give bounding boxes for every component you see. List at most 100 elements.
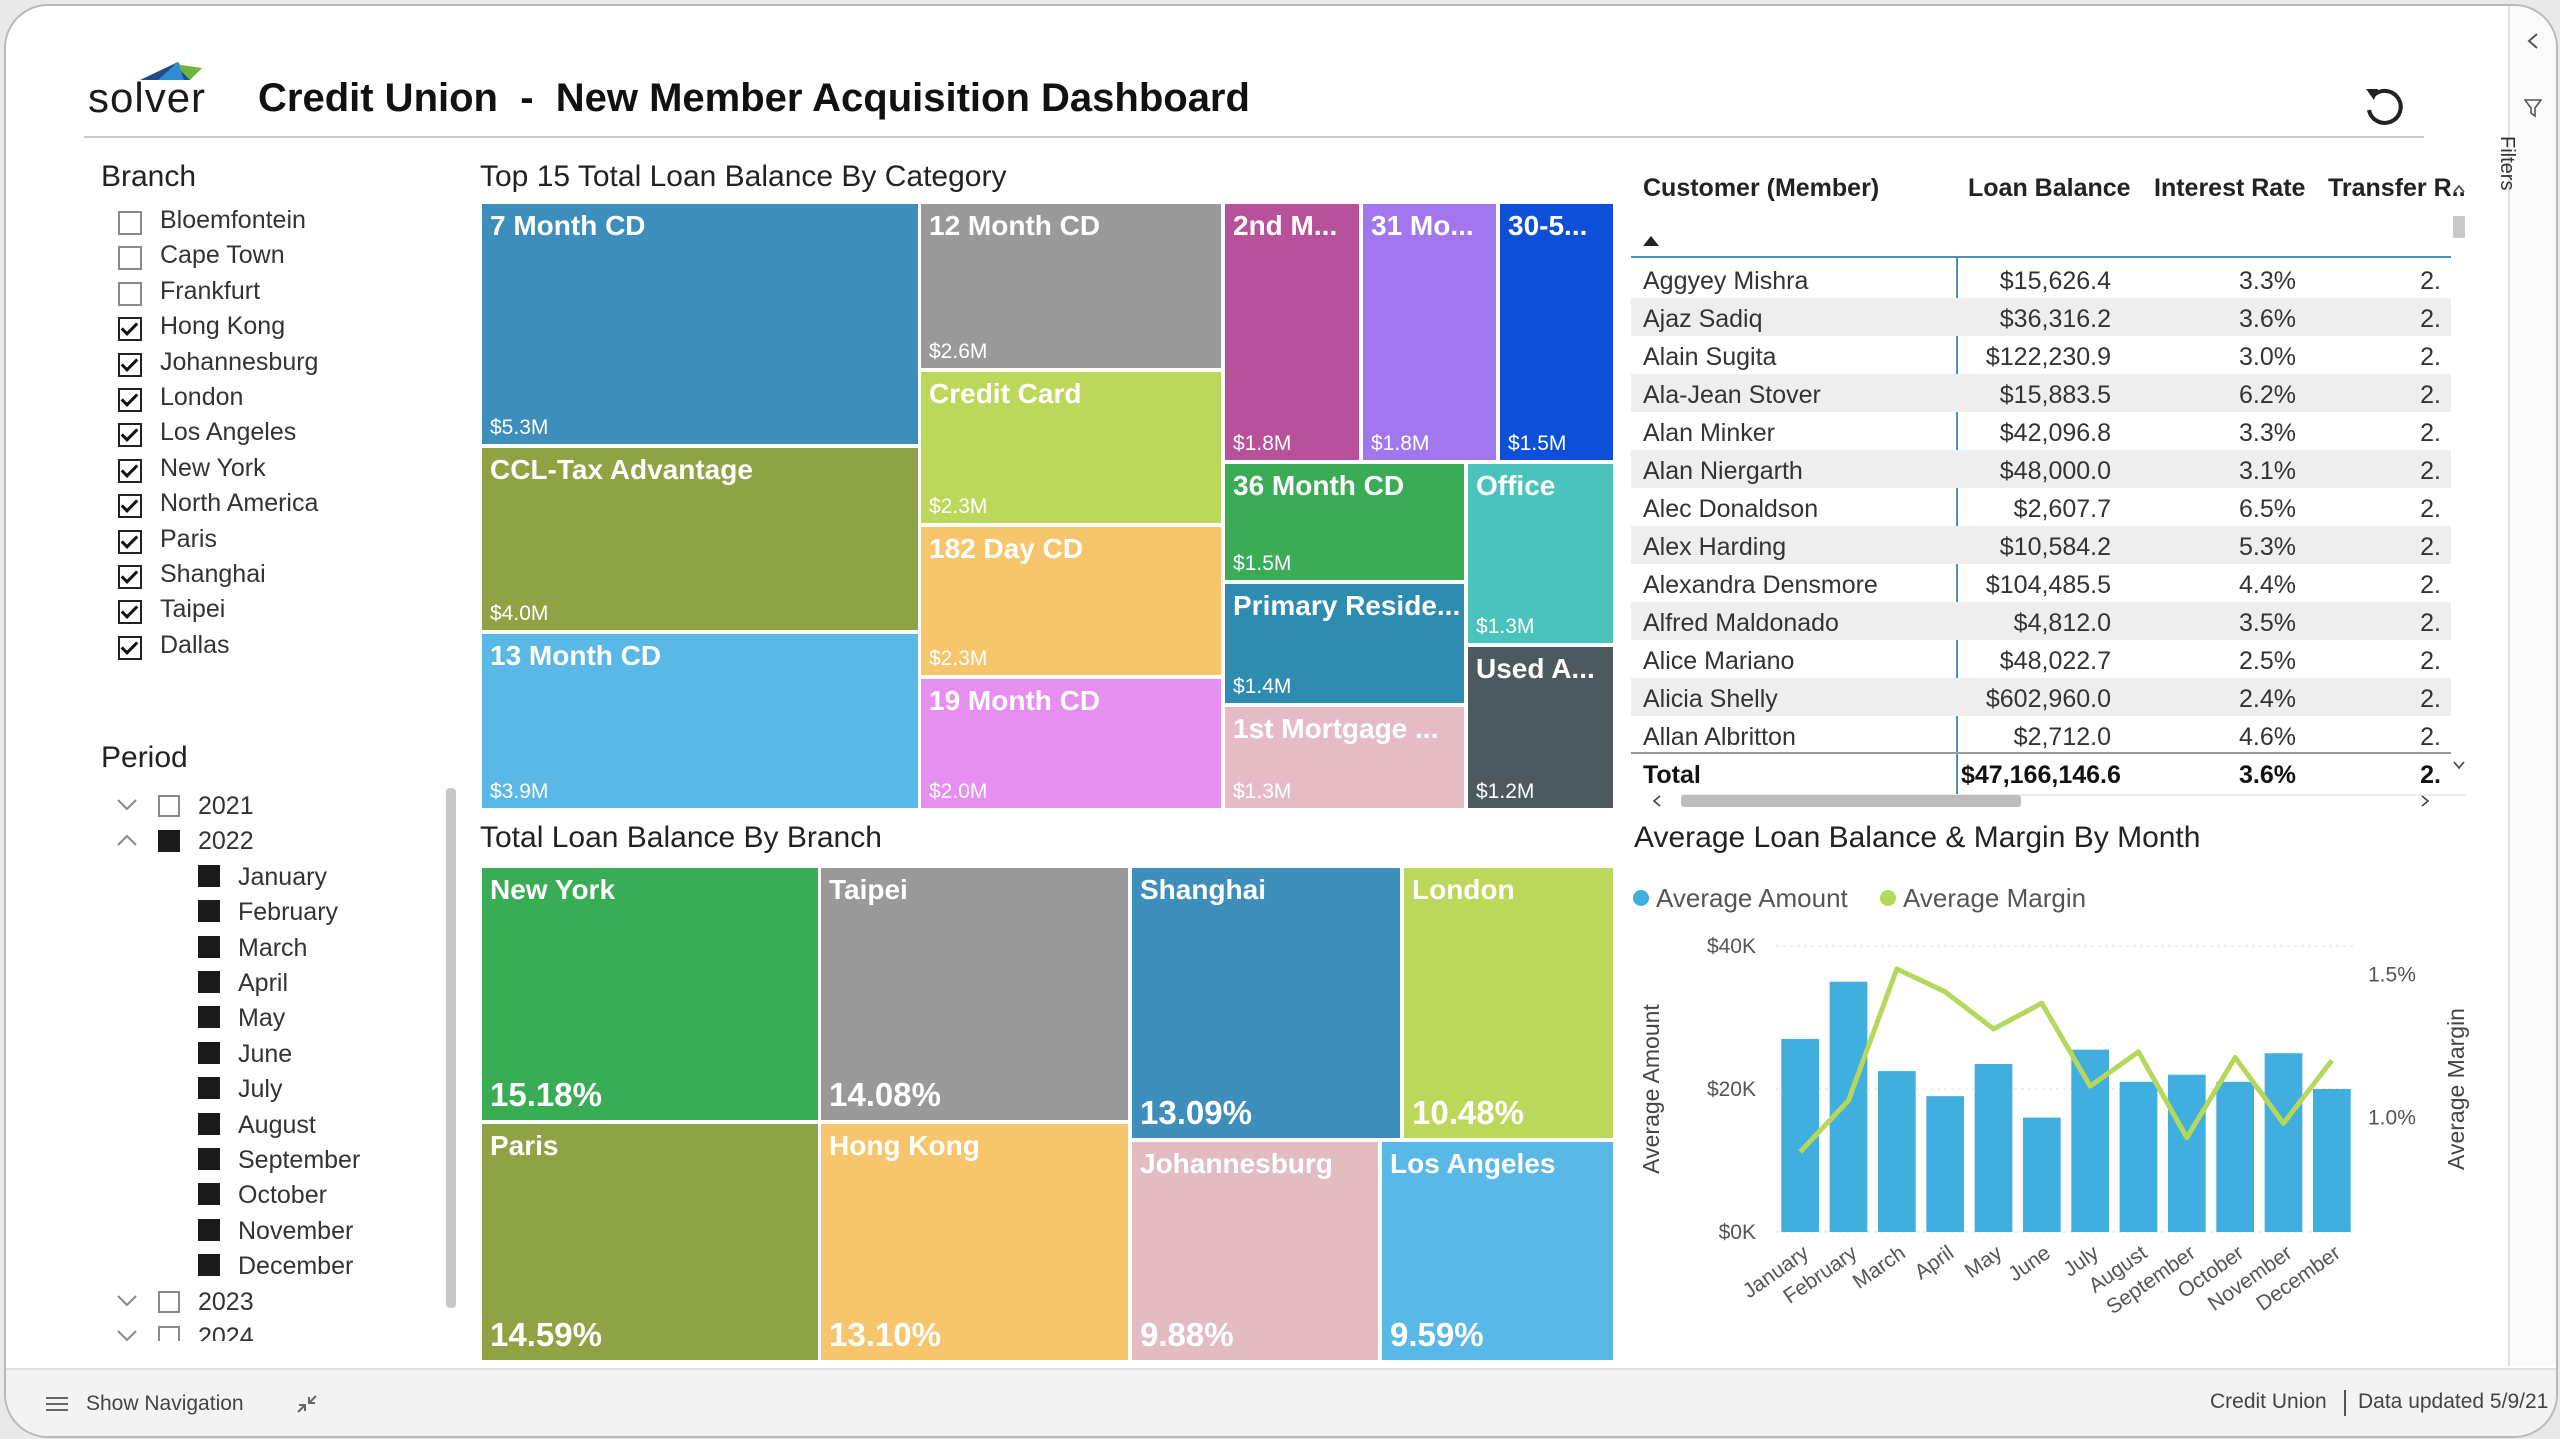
year-checkbox[interactable] [158, 795, 180, 817]
branch-option-label[interactable]: New York [160, 453, 266, 482]
bar-average-amount[interactable] [2022, 1117, 2061, 1232]
chevron-down-icon[interactable] [116, 798, 138, 812]
month-option-label[interactable]: September [238, 1146, 361, 1174]
bar-average-amount[interactable] [1829, 981, 1868, 1232]
category-tile[interactable]: 30-5... $1.5M [1498, 202, 1615, 462]
category-treemap[interactable]: 7 Month CD $5.3M 12 Month CD $2.6M 2nd M... $… [480, 202, 1615, 810]
month-checkbox[interactable] [198, 1041, 220, 1064]
month-checkbox[interactable] [198, 1183, 220, 1206]
bar-average-amount[interactable] [2312, 1089, 2351, 1232]
year-option-label[interactable]: 2024 [198, 1323, 254, 1341]
bar-average-amount[interactable] [2216, 1081, 2255, 1232]
scroll-right-icon[interactable] [2419, 794, 2431, 808]
branch-checkbox[interactable] [118, 281, 142, 306]
category-tile[interactable]: 36 Month CD $1.5M [1223, 462, 1466, 582]
category-tile[interactable]: Credit Card $2.3M [919, 370, 1223, 525]
branch-tile[interactable]: Los Angeles 9.59% [1380, 1140, 1615, 1362]
table-row[interactable]: Allan Albritton $2,712.0 4.6% 2. [1631, 716, 2451, 754]
month-option-label[interactable]: August [238, 1110, 316, 1139]
branch-option-label[interactable]: Los Angeles [160, 418, 297, 447]
sort-ascending-icon[interactable] [1643, 236, 1659, 246]
branch-tile[interactable]: Taipei 14.08% [819, 866, 1130, 1122]
collapse-chevron-icon[interactable] [2526, 32, 2540, 50]
table-row[interactable]: Aggyey Mishra $15,626.4 3.3% 2. [1631, 260, 2451, 298]
table-row[interactable]: Alicia Shelly $602,960.0 2.4% 2. [1631, 678, 2451, 716]
year-option-label[interactable]: 2022 [198, 827, 254, 856]
branch-option-label[interactable]: North America [160, 489, 319, 518]
scroll-up-icon[interactable] [2453, 184, 2465, 194]
bar-average-amount[interactable] [1877, 1071, 1916, 1232]
period-scrollbar[interactable] [446, 788, 456, 1308]
year-checkbox[interactable] [158, 1290, 180, 1313]
branch-slicer[interactable]: Bloemfontein Cape Town Frankfurt Hong Kong J… [116, 206, 416, 676]
table-row[interactable]: Ala-Jean Stover $15,883.5 6.2% 2. [1631, 374, 2451, 412]
bar-average-amount[interactable] [2264, 1053, 2303, 1232]
month-checkbox[interactable] [198, 1112, 220, 1135]
category-tile[interactable]: 19 Month CD $2.0M [919, 677, 1223, 810]
category-tile[interactable]: 182 Day CD $2.3M [919, 525, 1223, 677]
period-slicer[interactable]: 2021 2022 January February March April May June… [106, 786, 446, 1341]
branch-tile[interactable]: Paris 14.59% [480, 1122, 820, 1362]
branch-option-label[interactable]: Frankfurt [160, 276, 261, 305]
member-table[interactable]: Customer (Member) Loan Balance Interest … [1631, 156, 2466, 796]
branch-checkbox[interactable] [118, 565, 142, 589]
collapse-arrows-icon[interactable] [294, 1392, 320, 1416]
col-header-loan-balance[interactable]: Loan Balance [1968, 174, 2131, 202]
combo-chart[interactable]: Average Amount Average Margin $0K $20K $40K 1… [1626, 866, 2476, 1356]
branch-tile[interactable]: New York 15.18% [480, 866, 820, 1122]
col-header-customer[interactable]: Customer (Member) [1643, 174, 1880, 202]
branch-option-label[interactable]: Dallas [160, 630, 230, 659]
table-row[interactable]: Ajaz Sadiq $36,316.2 3.6% 2. [1631, 298, 2451, 336]
branch-treemap[interactable]: New York 15.18% Taipei 14.08% Shanghai 13.09%… [480, 866, 1615, 1362]
month-option-label[interactable]: November [238, 1216, 354, 1245]
branch-tile[interactable]: Hong Kong 13.10% [819, 1122, 1130, 1362]
month-checkbox[interactable] [198, 971, 220, 993]
branch-option-label[interactable]: Paris [160, 524, 217, 553]
table-row[interactable]: Alexandra Densmore $104,485.5 4.4% 2. [1631, 564, 2451, 602]
show-navigation-button[interactable]: Show Navigation [86, 1392, 244, 1415]
branch-checkbox[interactable] [118, 388, 142, 412]
table-row[interactable]: Alan Minker $42,096.8 3.3% 2. [1631, 412, 2451, 450]
category-tile[interactable]: CCL-Tax Advantage $4.0M [480, 446, 920, 632]
chevron-up-icon[interactable] [116, 833, 138, 847]
month-checkbox[interactable] [198, 1148, 220, 1170]
year-option-label[interactable]: 2021 [198, 792, 254, 820]
branch-option-label[interactable]: Shanghai [160, 560, 266, 588]
branch-option-label[interactable]: Cape Town [160, 241, 285, 270]
branch-checkbox[interactable] [118, 635, 142, 660]
branch-checkbox[interactable] [118, 352, 142, 377]
month-option-label[interactable]: February [238, 898, 339, 927]
branch-option-label[interactable]: Hong Kong [160, 312, 286, 341]
branch-checkbox[interactable] [118, 317, 142, 342]
table-horizontal-scrollbar[interactable] [1681, 794, 2466, 796]
col-header-interest-rate[interactable]: Interest Rate [2154, 174, 2306, 202]
month-checkbox[interactable] [198, 1006, 220, 1029]
chevron-down-icon[interactable] [116, 1329, 138, 1341]
branch-checkbox[interactable] [118, 423, 142, 448]
scroll-down-icon[interactable] [2453, 760, 2465, 770]
year-checkbox[interactable] [158, 1326, 180, 1341]
year-option-label[interactable]: 2023 [198, 1287, 254, 1316]
chevron-down-icon[interactable] [116, 1294, 138, 1308]
branch-checkbox[interactable] [118, 211, 142, 235]
bar-average-amount[interactable] [1974, 1063, 2013, 1232]
month-checkbox[interactable] [198, 1254, 220, 1277]
bar-average-amount[interactable] [2167, 1074, 2206, 1232]
branch-option-label[interactable]: London [160, 383, 244, 411]
category-tile[interactable]: 1st Mortgage ... $1.3M [1223, 705, 1466, 810]
category-tile[interactable]: Primary Reside... $1.4M [1223, 582, 1466, 705]
branch-option-label[interactable]: Taipei [160, 595, 226, 624]
month-option-label[interactable]: April [238, 969, 289, 997]
reset-icon[interactable] [2361, 84, 2407, 130]
table-row[interactable]: Alec Donaldson $2,607.7 6.5% 2. [1631, 488, 2451, 526]
branch-option-label[interactable]: Bloemfontein [160, 206, 306, 234]
month-option-label[interactable]: March [238, 933, 308, 962]
month-checkbox[interactable] [198, 864, 220, 887]
category-tile[interactable]: 13 Month CD $3.9M [480, 632, 920, 810]
table-hscroll-thumb[interactable] [1681, 795, 2021, 807]
line-average-margin[interactable] [1798, 966, 2334, 1154]
category-tile[interactable]: 7 Month CD $5.3M [480, 202, 920, 446]
category-tile[interactable]: Used A... $1.2M [1466, 645, 1615, 810]
month-option-label[interactable]: May [238, 1004, 286, 1033]
bar-average-amount[interactable] [2119, 1081, 2158, 1232]
